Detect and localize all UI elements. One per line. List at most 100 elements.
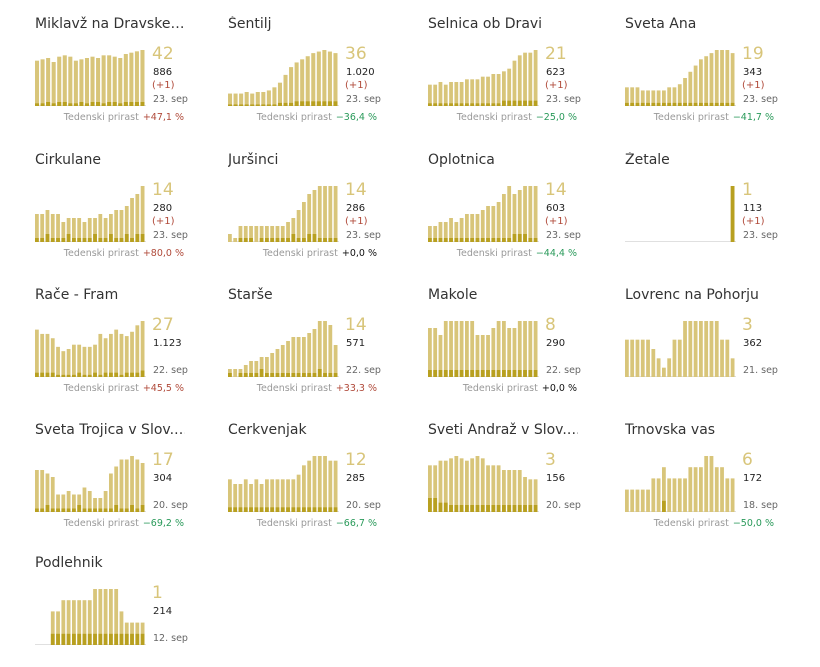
bar-new-cases <box>56 633 60 645</box>
bar <box>233 484 238 512</box>
bar <box>459 458 464 512</box>
bar-new-cases <box>124 234 129 242</box>
bar <box>327 51 332 106</box>
bar-new-cases <box>93 234 97 242</box>
daily-cases-number: 14 <box>345 180 367 200</box>
bar <box>250 93 255 106</box>
bar <box>699 321 703 377</box>
bar <box>296 210 301 242</box>
last-date: 23. sep <box>546 230 581 241</box>
bar-new-cases <box>528 505 533 512</box>
bar <box>259 357 264 377</box>
increment-label: (+1) <box>152 80 175 91</box>
bar <box>465 321 469 377</box>
weekly-growth-value: +45,5 % <box>142 383 184 394</box>
bar-new-cases <box>259 238 264 242</box>
bar-new-cases <box>470 238 475 242</box>
municipality-card: Cerkvenjak 12 285 20. sep Tedenski prirast −6… <box>193 406 389 534</box>
bar-new-cases <box>259 369 264 377</box>
bar <box>124 206 129 242</box>
bar <box>316 51 321 106</box>
bar-new-cases <box>73 103 78 106</box>
total-cases: 290 <box>546 338 566 349</box>
municipality-card: Trnovska vas 6 172 18. sep Tedenski prirast −… <box>590 406 786 534</box>
bar <box>512 60 517 106</box>
bar-new-cases <box>459 505 464 512</box>
bar <box>667 478 672 512</box>
bar-new-cases <box>475 238 480 242</box>
bar <box>517 321 522 377</box>
bar-new-cases <box>129 102 134 106</box>
bar <box>66 218 71 242</box>
bar-new-cases <box>249 373 253 377</box>
bar <box>693 321 698 377</box>
bar <box>233 93 238 106</box>
bar-new-cases <box>328 238 333 242</box>
bar-new-cases <box>109 234 113 242</box>
bar <box>470 79 475 106</box>
daily-cases-number: 3 <box>742 315 753 335</box>
bar-new-cases <box>699 102 703 106</box>
bar <box>56 494 60 512</box>
total-cases: 343 <box>743 67 763 78</box>
bar <box>470 214 475 242</box>
municipality-card: Žetale 1 113 (+1) 23. sep <box>590 136 786 264</box>
bar <box>328 460 333 512</box>
bar-new-cases <box>523 370 527 377</box>
bar-new-cases <box>725 102 730 106</box>
bar <box>693 65 698 106</box>
total-cases: 286 <box>346 203 366 214</box>
last-date: 12. sep <box>153 633 188 644</box>
bar <box>475 214 480 242</box>
bar <box>486 206 490 242</box>
total-cases: 1.123 <box>153 338 182 349</box>
bar-new-cases <box>103 238 108 242</box>
bar-new-cases <box>486 238 490 242</box>
bar-new-cases <box>61 374 66 377</box>
bar <box>454 321 459 377</box>
last-date: 23. sep <box>153 94 188 105</box>
bar-new-cases <box>87 238 92 242</box>
daily-cases-number: 6 <box>742 450 753 470</box>
bar-new-cases <box>333 101 338 106</box>
bar <box>135 325 140 377</box>
bar <box>517 55 522 106</box>
bar-new-cases <box>449 103 453 106</box>
bar <box>507 186 512 242</box>
bar-new-cases <box>124 508 129 512</box>
bar-new-cases <box>255 104 260 106</box>
weekly-growth-value: +80,0 % <box>142 248 184 259</box>
bar <box>112 56 117 106</box>
bar <box>130 331 134 377</box>
last-date: 20. sep <box>346 500 381 511</box>
bar <box>662 367 666 377</box>
increment-label: (+1) <box>545 216 568 227</box>
bar <box>82 222 87 242</box>
bar-new-cases <box>261 104 266 106</box>
bar <box>662 90 666 106</box>
total-cases: 1.020 <box>346 67 375 78</box>
bar <box>302 337 306 377</box>
bar-new-cases <box>491 238 496 242</box>
bar <box>107 55 112 106</box>
bar-new-cases <box>124 633 129 645</box>
bar <box>93 589 97 645</box>
bar <box>72 600 76 645</box>
bar-new-cases <box>280 238 285 242</box>
bar <box>275 349 280 377</box>
bar <box>249 361 253 377</box>
weekly-growth-label: Tedenski prirast <box>462 383 538 394</box>
bar-new-cases <box>507 238 512 242</box>
bar-new-cases <box>244 104 249 106</box>
bar <box>480 210 485 242</box>
bar-new-cases <box>114 372 119 377</box>
bar-new-cases <box>119 508 124 512</box>
bar-new-cases <box>77 238 82 242</box>
bar <box>517 470 522 512</box>
bar-new-cases <box>475 370 480 377</box>
bar-new-cases <box>651 102 656 106</box>
bar <box>56 611 60 645</box>
bar-new-cases <box>312 507 317 512</box>
bar-new-cases <box>677 102 682 106</box>
weekly-growth-value: +0,0 % <box>341 248 377 259</box>
